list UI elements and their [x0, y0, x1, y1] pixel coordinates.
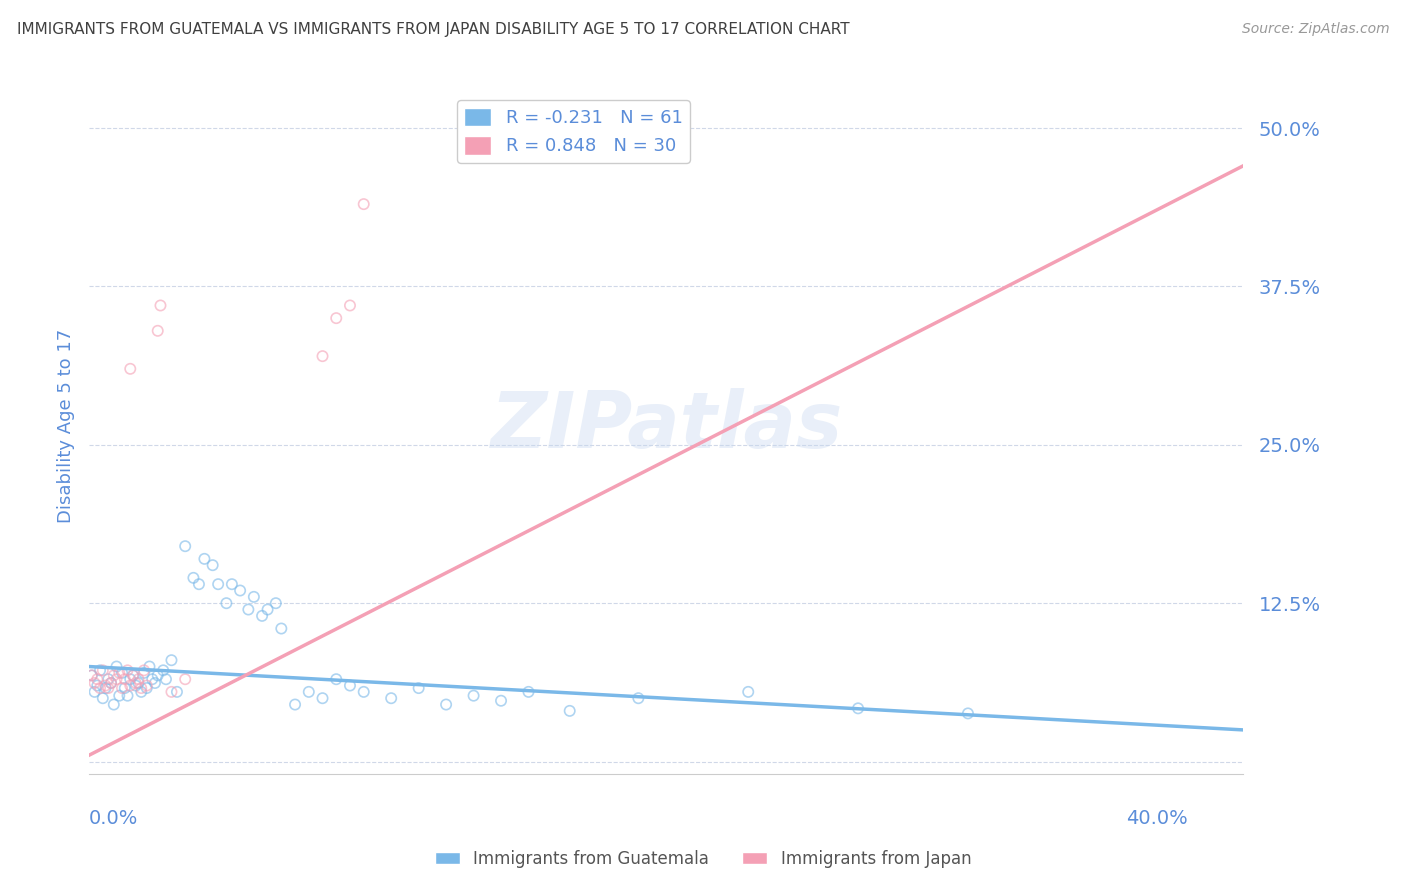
Point: [80, 668, 103, 682]
Point: [91, 663, 114, 677]
Point: [97, 672, 120, 686]
Y-axis label: Disability Age 5 to 17: Disability Age 5 to 17: [58, 329, 75, 523]
Legend: Immigrants from Guatemala, Immigrants from Japan: Immigrants from Guatemala, Immigrants fr…: [427, 844, 979, 875]
Point: [114, 681, 136, 695]
Point: [339, 679, 361, 693]
Point: [256, 602, 278, 616]
Point: [94, 681, 117, 695]
Point: [100, 676, 122, 690]
Point: [187, 577, 209, 591]
Point: [114, 672, 136, 686]
Point: [129, 685, 152, 699]
Point: [108, 689, 131, 703]
Point: [174, 672, 197, 686]
Point: [125, 676, 148, 690]
Text: 40.0%: 40.0%: [1126, 809, 1188, 828]
Point: [517, 685, 540, 699]
Point: [737, 685, 759, 699]
Point: [166, 685, 188, 699]
Point: [149, 298, 172, 312]
Point: [408, 681, 430, 695]
Point: [108, 665, 131, 680]
Point: [160, 653, 183, 667]
Point: [311, 349, 333, 363]
Point: [325, 311, 347, 326]
Point: [353, 197, 375, 211]
Legend: R = -0.231   N = 61, R = 0.848   N = 30: R = -0.231 N = 61, R = 0.848 N = 30: [457, 101, 690, 162]
Point: [183, 571, 205, 585]
Point: [201, 558, 224, 573]
Point: [105, 659, 128, 673]
Point: [128, 676, 150, 690]
Point: [135, 679, 157, 693]
Point: [91, 691, 114, 706]
Point: [243, 590, 266, 604]
Point: [155, 672, 177, 686]
Point: [160, 685, 183, 699]
Point: [221, 577, 243, 591]
Point: [284, 698, 307, 712]
Point: [86, 679, 108, 693]
Point: [103, 668, 125, 682]
Point: [264, 596, 287, 610]
Point: [111, 681, 134, 695]
Point: [103, 698, 125, 712]
Point: [207, 577, 229, 591]
Point: [846, 701, 869, 715]
Point: [250, 608, 273, 623]
Point: [143, 676, 166, 690]
Point: [111, 665, 134, 680]
Point: [298, 685, 321, 699]
Point: [83, 685, 105, 699]
Point: [89, 663, 111, 677]
Point: [152, 663, 174, 677]
Point: [100, 676, 122, 690]
Point: [238, 602, 260, 616]
Point: [117, 689, 139, 703]
Point: [956, 706, 979, 721]
Point: [146, 668, 169, 682]
Point: [105, 672, 128, 686]
Point: [353, 685, 375, 699]
Point: [120, 672, 142, 686]
Point: [97, 681, 120, 695]
Point: [325, 672, 347, 686]
Point: [132, 663, 155, 677]
Point: [125, 679, 148, 693]
Point: [146, 324, 169, 338]
Point: [122, 668, 145, 682]
Point: [434, 698, 457, 712]
Point: [463, 689, 485, 703]
Point: [122, 668, 145, 682]
Point: [215, 596, 238, 610]
Text: IMMIGRANTS FROM GUATEMALA VS IMMIGRANTS FROM JAPAN DISABILITY AGE 5 TO 17 CORREL: IMMIGRANTS FROM GUATEMALA VS IMMIGRANTS …: [17, 22, 849, 37]
Point: [117, 663, 139, 677]
Point: [83, 676, 105, 690]
Point: [270, 622, 292, 636]
Point: [229, 583, 252, 598]
Point: [129, 681, 152, 695]
Point: [138, 659, 160, 673]
Point: [135, 681, 157, 695]
Point: [94, 679, 117, 693]
Text: ZIPatlas: ZIPatlas: [489, 388, 842, 464]
Text: Source: ZipAtlas.com: Source: ZipAtlas.com: [1241, 22, 1389, 37]
Point: [120, 361, 142, 376]
Point: [174, 539, 197, 553]
Point: [89, 681, 111, 695]
Point: [128, 672, 150, 686]
Text: 0.0%: 0.0%: [89, 809, 138, 828]
Point: [311, 691, 333, 706]
Point: [120, 679, 142, 693]
Point: [558, 704, 581, 718]
Point: [86, 672, 108, 686]
Point: [489, 694, 512, 708]
Point: [339, 298, 361, 312]
Point: [193, 552, 215, 566]
Point: [80, 668, 103, 682]
Point: [380, 691, 402, 706]
Point: [627, 691, 650, 706]
Point: [141, 672, 163, 686]
Point: [132, 665, 155, 680]
